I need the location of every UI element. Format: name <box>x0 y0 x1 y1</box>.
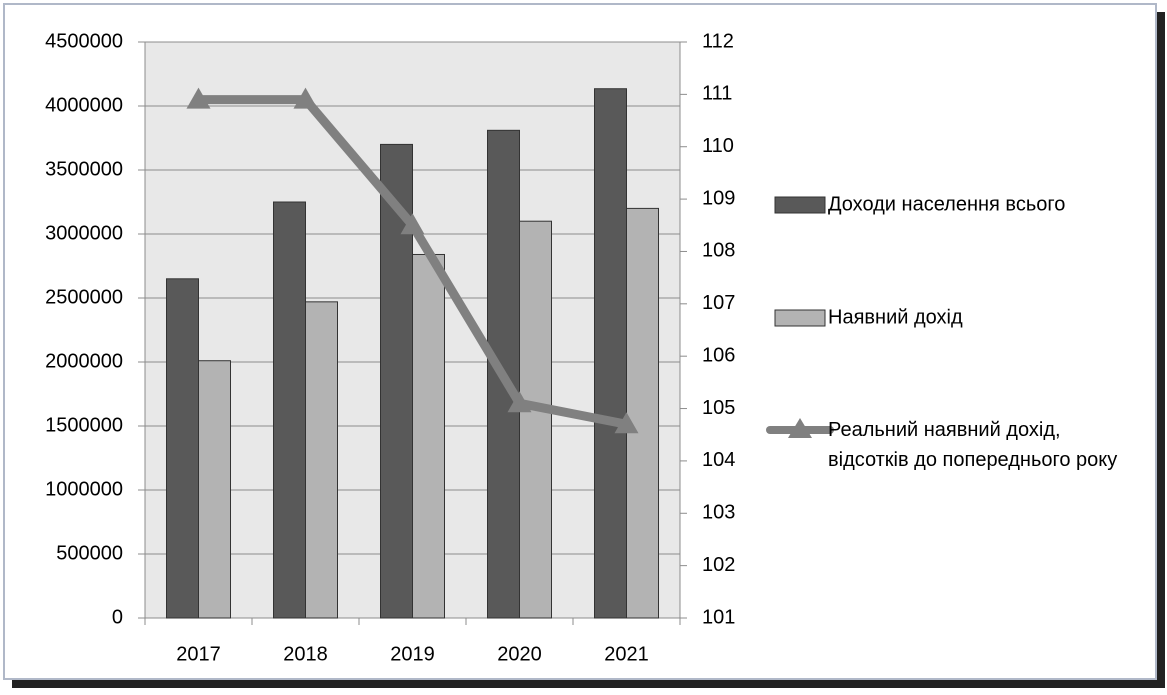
y-tick-label: 3000000 <box>45 222 123 244</box>
y2-tick-label: 102 <box>702 554 735 576</box>
y-tick-label: 500000 <box>56 542 123 564</box>
line-marker <box>400 213 425 235</box>
y2-tick-label: 103 <box>702 502 735 524</box>
legend-label: Реальний наявний дохід, відсотків до поп… <box>828 419 1118 471</box>
x-tick-label: 2021 <box>604 643 649 665</box>
y2-tick-label: 105 <box>702 397 735 419</box>
legend-swatch <box>774 309 826 327</box>
y2-tick-label: 110 <box>702 135 734 157</box>
y2-tick-label: 104 <box>702 449 735 471</box>
x-tick-label: 2020 <box>497 643 542 665</box>
y-tick-label: 2000000 <box>45 350 123 372</box>
x-tick-label: 2017 <box>176 643 221 665</box>
x-tick-label: 2019 <box>390 643 435 665</box>
legend-label-box: Реальний наявний дохід, відсотків до поп… <box>828 419 1118 471</box>
bar <box>198 360 231 619</box>
legend-label: Доходи населення всього <box>828 193 1065 215</box>
line-marker <box>293 87 318 109</box>
bar <box>519 220 552 619</box>
x-tick-label: 2018 <box>283 643 328 665</box>
line-marker <box>507 391 532 413</box>
bar <box>626 207 659 619</box>
y-tick-label: 1500000 <box>45 414 123 436</box>
y2-tick-label: 108 <box>702 240 735 262</box>
y-tick-label: 4000000 <box>45 94 123 116</box>
y-tick-label: 3500000 <box>45 158 123 180</box>
y2-tick-label: 109 <box>702 187 735 209</box>
y-tick-label: 2500000 <box>45 286 123 308</box>
line-marker <box>614 412 639 434</box>
y2-tick-label: 111 <box>702 83 732 105</box>
y-tick-label: 4500000 <box>45 30 123 52</box>
legend-swatch <box>774 196 826 214</box>
line-marker <box>186 87 211 109</box>
legend-label: Наявний дохід <box>828 306 963 328</box>
bar <box>594 88 627 619</box>
legend-marker <box>788 418 812 438</box>
y2-tick-label: 106 <box>702 344 735 366</box>
bar <box>273 201 306 619</box>
bar <box>412 253 445 619</box>
y2-tick-label: 101 <box>702 606 735 628</box>
bar <box>305 301 338 619</box>
y-tick-label: 1000000 <box>45 478 123 500</box>
y2-tick-label: 112 <box>702 30 734 52</box>
bar <box>166 278 199 619</box>
y-tick-label: 0 <box>112 606 123 628</box>
y2-tick-label: 107 <box>702 292 735 314</box>
